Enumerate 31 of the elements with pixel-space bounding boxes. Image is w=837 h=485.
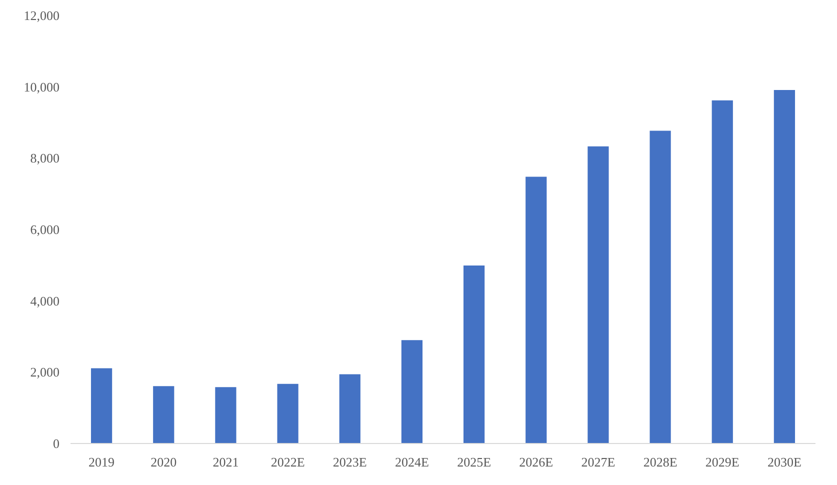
bar: [650, 130, 671, 444]
x-tick-label: 2028E: [643, 454, 678, 470]
bar: [588, 146, 609, 444]
y-tick-label: 0: [53, 436, 60, 451]
x-tick-label: 2027E: [581, 454, 616, 470]
x-tick-label: 2025E: [457, 454, 492, 470]
bar: [153, 386, 174, 444]
bar: [774, 90, 796, 444]
bar: [215, 387, 236, 444]
x-tick-label: 2022E: [270, 454, 305, 470]
bar: [712, 100, 733, 444]
bar: [90, 368, 112, 444]
bar: [526, 176, 547, 444]
y-tick-label: 4,000: [30, 293, 60, 308]
x-tick-label: 2024E: [394, 454, 429, 470]
y-tick-label: 12,000: [24, 8, 60, 23]
bar: [463, 266, 485, 444]
y-tick-label: 8,000: [30, 150, 60, 166]
y-tick-label: 6,000: [30, 222, 60, 237]
x-tick-label: 2029E: [705, 454, 740, 470]
bar: [339, 374, 360, 444]
x-tick-label: 2023E: [332, 454, 367, 470]
y-tick-label: 2,000: [30, 364, 60, 380]
x-tick-label: 2020: [150, 454, 177, 470]
y-tick-label: 10,000: [24, 79, 60, 94]
bar: [277, 384, 298, 444]
x-tick-label: 2021: [212, 454, 239, 470]
x-tick-label: 2030E: [767, 454, 802, 470]
bar: [401, 340, 423, 444]
x-tick-label: 2026E: [519, 454, 554, 470]
x-tick-label: 2019: [88, 454, 115, 470]
